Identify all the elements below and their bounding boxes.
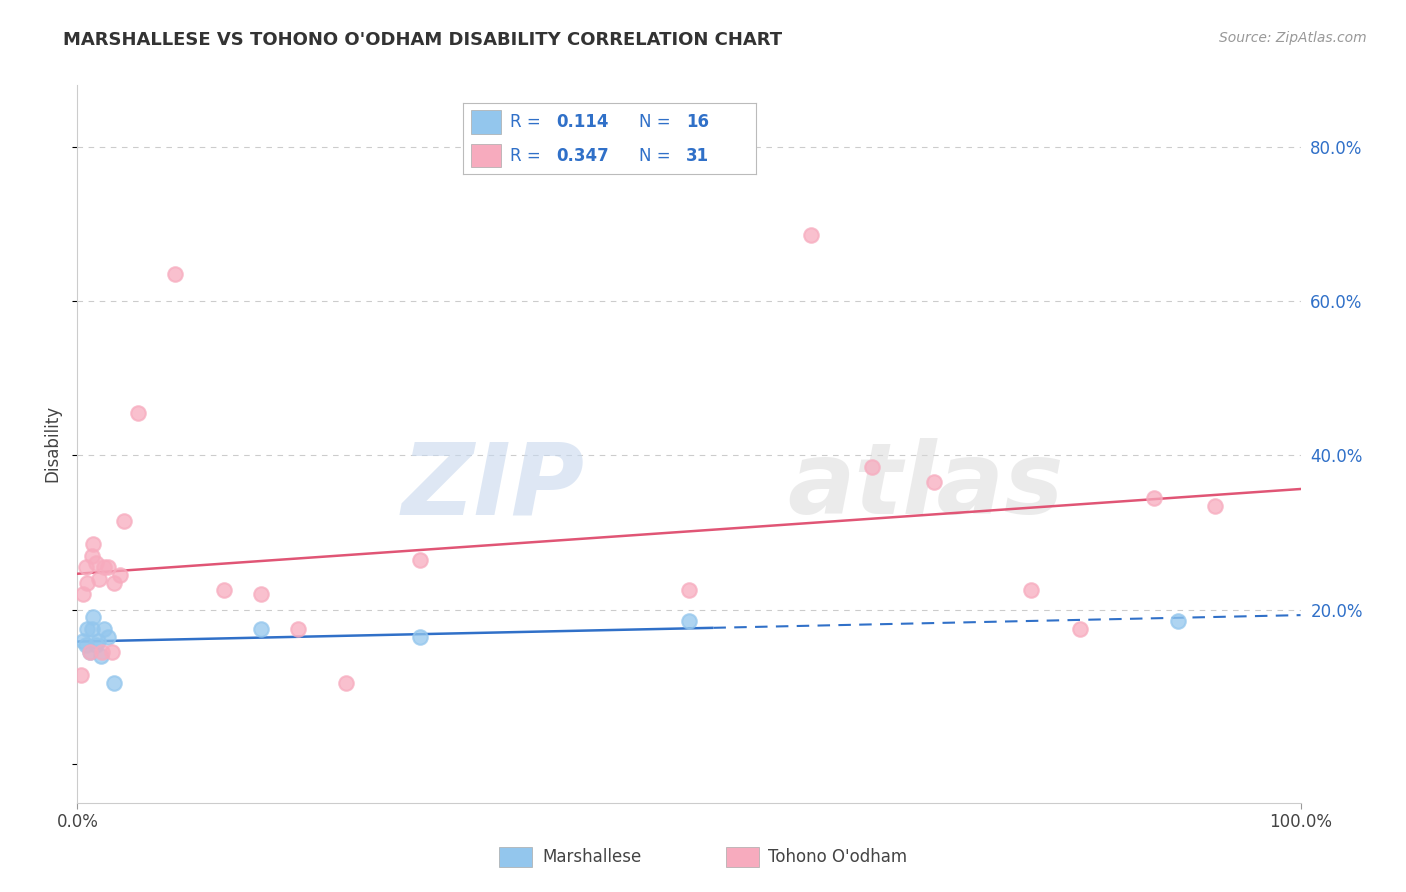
Point xyxy=(100,645,122,659)
Text: atlas: atlas xyxy=(787,438,1063,535)
Point xyxy=(90,645,112,659)
Point xyxy=(250,622,273,636)
Point xyxy=(678,583,700,598)
Point xyxy=(80,622,103,636)
Point xyxy=(1069,622,1091,636)
Point xyxy=(84,557,107,571)
Text: Tohono O'odham: Tohono O'odham xyxy=(769,847,908,865)
FancyBboxPatch shape xyxy=(725,847,759,867)
Point xyxy=(75,638,97,652)
Point xyxy=(75,560,97,574)
Point xyxy=(72,633,94,648)
Point xyxy=(409,630,432,644)
Text: ZIP: ZIP xyxy=(402,438,585,535)
Point xyxy=(72,587,94,601)
Point xyxy=(1143,491,1166,505)
Point xyxy=(1204,499,1226,513)
Point xyxy=(90,649,112,664)
Point xyxy=(800,228,823,243)
Point xyxy=(409,552,432,566)
Text: Source: ZipAtlas.com: Source: ZipAtlas.com xyxy=(1219,31,1367,45)
Point xyxy=(165,267,187,281)
Point xyxy=(1021,583,1043,598)
Point xyxy=(287,622,309,636)
Point xyxy=(212,583,235,598)
Y-axis label: Disability: Disability xyxy=(44,405,62,483)
Point xyxy=(112,514,135,528)
Point xyxy=(1167,615,1189,629)
Point xyxy=(70,668,93,682)
Point xyxy=(335,676,357,690)
Point xyxy=(76,622,98,636)
Point xyxy=(79,645,101,659)
Point xyxy=(922,475,945,490)
Point xyxy=(103,575,125,590)
Point xyxy=(127,406,149,420)
Point xyxy=(103,676,125,690)
Point xyxy=(87,633,110,648)
Point xyxy=(108,568,131,582)
Point xyxy=(250,587,273,601)
FancyBboxPatch shape xyxy=(499,847,533,867)
Point xyxy=(80,549,103,563)
Point xyxy=(84,638,107,652)
Point xyxy=(93,622,115,636)
Text: MARSHALLESE VS TOHONO O'ODHAM DISABILITY CORRELATION CHART: MARSHALLESE VS TOHONO O'ODHAM DISABILITY… xyxy=(63,31,782,49)
Point xyxy=(82,610,104,624)
Point xyxy=(678,615,700,629)
Point xyxy=(97,630,120,644)
Point xyxy=(97,560,120,574)
Point xyxy=(93,560,115,574)
Point xyxy=(79,645,101,659)
Point xyxy=(82,537,104,551)
Text: Marshallese: Marshallese xyxy=(543,847,641,865)
Point xyxy=(862,459,884,474)
Point xyxy=(89,572,111,586)
Point xyxy=(76,575,98,590)
